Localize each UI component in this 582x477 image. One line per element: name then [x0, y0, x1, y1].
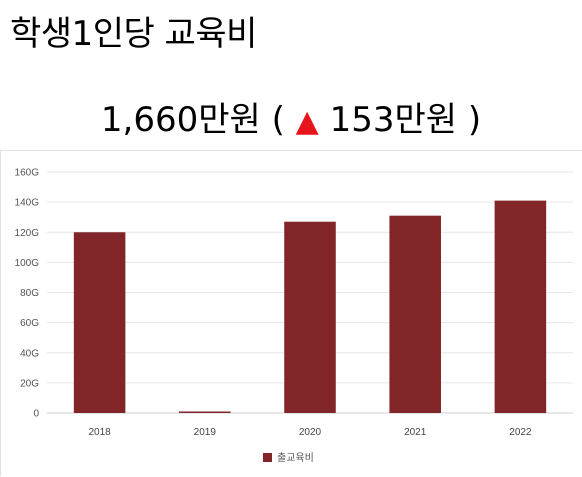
bar	[284, 221, 336, 413]
bar	[179, 411, 231, 413]
close-paren: )	[467, 100, 482, 140]
y-tick-label: 100G	[15, 258, 40, 269]
open-paren: (	[271, 100, 285, 140]
y-tick-label: 60G	[20, 318, 39, 329]
headline-value: 1,660만원	[100, 100, 261, 140]
headline-summary: 1,660만원 ( ▲ 153만원 )	[0, 92, 582, 141]
bar	[494, 200, 547, 413]
up-triangle-icon: ▲	[295, 104, 319, 139]
y-tick-label: 0	[33, 409, 39, 420]
y-tick-label: 80G	[20, 288, 39, 299]
bar-chart: 0 20G 40G 60G 80G 100G 120G 140G 160G 2018 2019 202…	[15, 168, 573, 464]
bar	[389, 215, 441, 413]
x-tick-label: 2019	[194, 427, 217, 438]
x-tick-label: 2022	[509, 427, 532, 438]
x-tick-label: 2018	[88, 427, 111, 438]
y-tick-label: 160G	[15, 168, 40, 179]
chart-container: 0 20G 40G 60G 80G 100G 120G 140G 160G 2018 2019 202…	[0, 150, 582, 476]
y-tick-label: 140G	[15, 198, 40, 209]
x-tick-label: 2021	[404, 427, 427, 438]
y-tick-label: 40G	[20, 348, 39, 359]
legend-label: 출교육비	[277, 452, 314, 464]
legend-swatch	[263, 453, 272, 462]
y-tick-label: 120G	[15, 228, 40, 239]
page-title: 학생1인당 교육비	[10, 14, 257, 54]
x-tick-label: 2020	[299, 427, 322, 438]
bar	[73, 232, 126, 413]
y-tick-label: 20G	[20, 378, 39, 389]
change-value: 153만원	[329, 100, 458, 140]
